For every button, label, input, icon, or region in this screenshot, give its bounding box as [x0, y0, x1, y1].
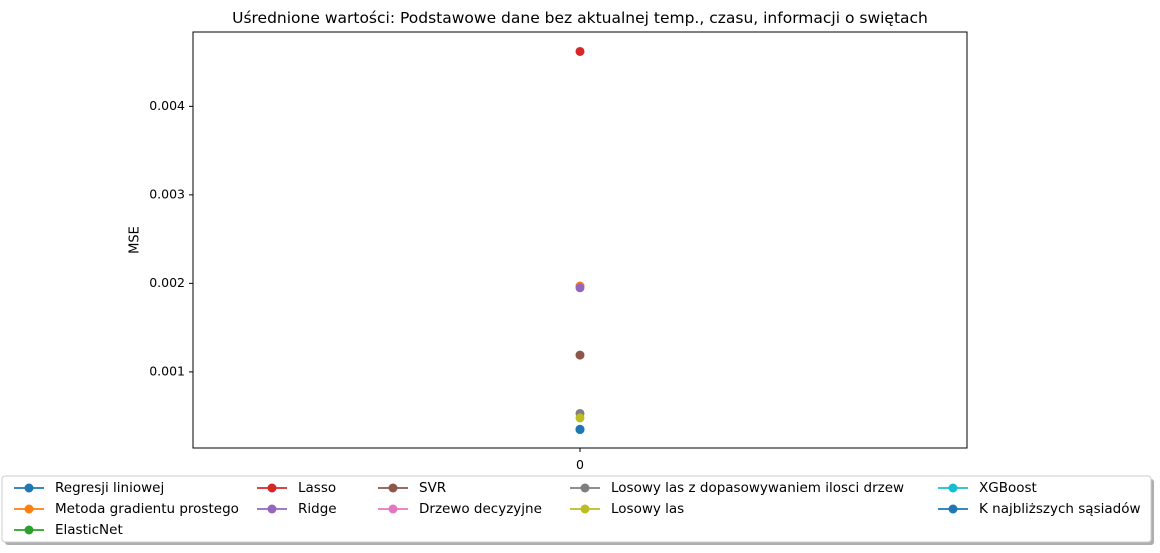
legend-label: SVR — [419, 480, 446, 496]
legend-label: Regresji liniowej — [55, 480, 164, 496]
legend-item: Ridge — [257, 501, 337, 517]
data-point — [575, 350, 585, 360]
y-tick-label: 0.002 — [149, 275, 185, 290]
legend-item: K najbliższych sąsiadów — [938, 501, 1141, 517]
data-point — [575, 283, 585, 293]
legend-marker — [267, 483, 277, 493]
legend-item: Regresji liniowej — [14, 480, 164, 496]
legend-marker — [580, 504, 590, 514]
data-point — [575, 413, 585, 423]
legend-label: Drzewo decyzyjne — [419, 501, 542, 517]
legend-label: Losowy las — [611, 501, 684, 517]
legend: Regresji liniowej Metoda gradientu proste… — [1, 475, 1154, 545]
legend-marker — [388, 504, 398, 514]
legend-label: Ridge — [298, 501, 337, 517]
legend-label: K najbliższych sąsiadów — [979, 501, 1141, 517]
legend-marker — [24, 483, 34, 493]
y-tick-label: 0.003 — [149, 186, 185, 201]
legend-marker — [24, 504, 34, 514]
legend-marker — [267, 504, 277, 514]
legend-label: Losowy las z dopasowywaniem ilosci drzew — [611, 480, 904, 496]
y-axis-label: MSE — [128, 226, 143, 254]
legend-label: ElasticNet — [55, 522, 123, 538]
legend-marker — [948, 483, 958, 493]
legend-marker — [580, 483, 590, 493]
legend-label: Lasso — [298, 480, 336, 496]
legend-marker — [388, 483, 398, 493]
data-point — [575, 46, 585, 56]
legend-item: Metoda gradientu prostego — [14, 501, 239, 517]
legend-marker — [948, 504, 958, 514]
legend-label: Metoda gradientu prostego — [55, 501, 239, 517]
legend-item: SVR — [378, 480, 446, 496]
y-tick-label: 0.001 — [149, 363, 185, 378]
legend-marker — [24, 525, 34, 535]
chart-title: Uśrednione wartości: Podstawowe dane bez… — [232, 9, 928, 27]
legend-label: XGBoost — [979, 480, 1037, 496]
legend-item: Losowy las z dopasowywaniem ilosci drzew — [570, 480, 904, 496]
plot-frame — [192, 31, 968, 449]
plot-area: 0.001 0.002 0.003 0.004 0 — [149, 31, 968, 472]
legend-item: Lasso — [257, 480, 336, 496]
legend-item: Drzewo decyzyjne — [378, 501, 542, 517]
y-tick-label: 0.004 — [149, 98, 185, 113]
data-point — [575, 424, 585, 434]
legend-item: XGBoost — [938, 480, 1037, 496]
x-tick-label: 0 — [576, 457, 584, 472]
legend-item: ElasticNet — [14, 522, 123, 538]
legend-item: Losowy las — [570, 501, 684, 517]
